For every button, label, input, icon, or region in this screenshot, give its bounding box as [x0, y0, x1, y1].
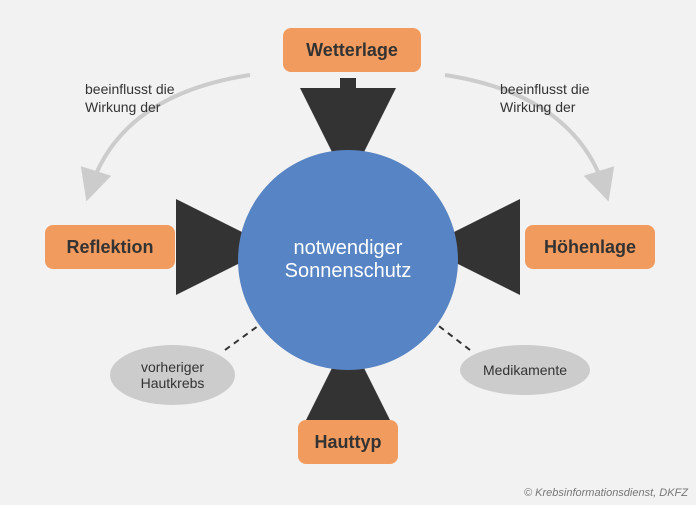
box-reflektion: Reflektion [45, 225, 175, 269]
box-hoehenlage: Höhenlage [525, 225, 655, 269]
center-circle: notwendigerSonnenschutz [238, 150, 458, 370]
ellipse-hautkrebs: vorherigerHautkrebs [110, 345, 235, 405]
annotation-right: beeinflusst dieWirkung der [500, 80, 590, 116]
ellipse-label: Medikamente [483, 362, 567, 378]
box-wetterlage: Wetterlage [283, 28, 421, 72]
box-hauttyp: Hauttyp [298, 420, 398, 464]
box-label: Wetterlage [306, 40, 398, 61]
annotation-text: beeinflusst dieWirkung der [85, 81, 175, 115]
center-label: notwendigerSonnenschutz [285, 237, 412, 283]
diagram-canvas: notwendigerSonnenschutz Wetterlage Refle… [0, 0, 696, 505]
box-label: Hauttyp [315, 432, 382, 453]
annotation-text: beeinflusst dieWirkung der [500, 81, 590, 115]
annotation-left: beeinflusst dieWirkung der [85, 80, 175, 116]
box-label: Reflektion [66, 237, 153, 258]
ellipse-medikamente: Medikamente [460, 345, 590, 395]
credit-text: © Krebsinformationsdienst, DKFZ [524, 487, 688, 499]
ellipse-label: vorherigerHautkrebs [141, 359, 205, 391]
box-label: Höhenlage [544, 237, 636, 258]
